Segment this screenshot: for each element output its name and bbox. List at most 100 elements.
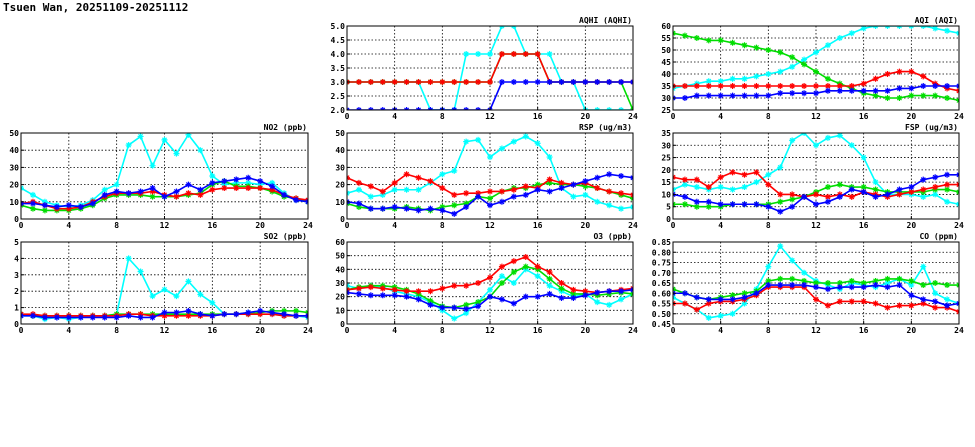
data-point — [920, 186, 927, 193]
data-point — [594, 299, 601, 306]
y-tick-label: 3 — [14, 271, 19, 280]
data-point — [777, 208, 784, 215]
data-point — [451, 315, 458, 322]
data-point — [137, 268, 144, 275]
data-point — [427, 178, 434, 185]
data-point — [693, 198, 700, 205]
data-point — [908, 302, 915, 309]
data-point — [606, 171, 613, 178]
data-point — [944, 27, 951, 34]
y-tick-label: 4.0 — [331, 50, 346, 59]
data-point — [582, 191, 589, 198]
x-tick-label: 8 — [440, 112, 445, 121]
y-tick-label: 5 — [666, 203, 671, 212]
data-point — [681, 300, 688, 307]
series-a — [347, 133, 633, 212]
data-point — [487, 274, 493, 281]
data-point — [896, 282, 903, 289]
no2-chart: 0 4 8 12 16 20 24 0 10 20 30 40 50 NO2 (ppb) — [9, 123, 313, 230]
data-point — [860, 188, 867, 195]
data-point — [741, 300, 748, 307]
data-point — [717, 78, 724, 85]
data-point — [693, 176, 700, 183]
series-d — [673, 83, 959, 101]
data-point — [487, 293, 493, 300]
data-point — [451, 210, 458, 217]
data-point — [813, 296, 819, 303]
data-point — [594, 198, 601, 205]
data-point — [848, 87, 855, 94]
data-point — [765, 181, 772, 188]
data-point — [463, 282, 470, 289]
data-point — [860, 298, 867, 305]
data-point — [717, 201, 724, 208]
y-tick-label: 20 — [335, 181, 345, 190]
data-point — [693, 203, 700, 210]
data-point — [932, 298, 939, 305]
data-point — [884, 304, 891, 311]
data-point — [522, 79, 529, 85]
data-point — [209, 299, 216, 306]
data-point — [403, 79, 410, 85]
data-point — [379, 285, 386, 292]
data-point — [149, 162, 156, 169]
data-point — [534, 51, 541, 57]
data-point — [510, 193, 517, 200]
data-point — [113, 188, 120, 195]
data-point — [705, 184, 712, 191]
data-point — [391, 203, 398, 210]
x-tick-label: 16 — [859, 221, 869, 230]
data-point — [355, 290, 362, 297]
y-tick-label: 0 — [340, 320, 345, 329]
data-point — [848, 186, 855, 193]
data-point — [173, 150, 180, 157]
data-point — [522, 51, 529, 57]
y-tick-label: 20 — [335, 293, 345, 302]
data-point — [860, 284, 867, 291]
data-point — [245, 185, 252, 192]
y-tick-label: 10 — [661, 190, 671, 199]
data-point — [487, 154, 493, 161]
data-point — [498, 296, 505, 303]
data-point — [522, 254, 529, 261]
data-point — [546, 51, 553, 57]
data-point — [185, 190, 192, 197]
data-point — [570, 286, 577, 293]
data-point — [137, 311, 144, 318]
data-point — [546, 275, 553, 282]
data-point — [257, 307, 264, 314]
data-point — [355, 285, 362, 292]
data-point — [729, 310, 736, 317]
data-point — [355, 186, 362, 193]
data-point — [932, 26, 939, 32]
data-point — [161, 136, 168, 143]
data-point — [510, 186, 517, 193]
data-point — [693, 184, 700, 191]
data-point — [618, 288, 625, 295]
data-point — [161, 286, 168, 293]
data-point — [451, 282, 458, 289]
data-point — [681, 181, 688, 188]
data-point — [789, 54, 796, 61]
data-point — [824, 286, 831, 293]
x-tick-label: 24 — [303, 326, 313, 335]
data-point — [463, 310, 470, 317]
y-tick-label: 40 — [335, 265, 345, 274]
data-point — [944, 186, 951, 193]
data-point — [113, 314, 120, 321]
data-point — [836, 87, 843, 94]
data-point — [197, 311, 204, 318]
data-point — [932, 92, 939, 99]
data-point — [209, 312, 216, 319]
y-tick-label: 10 — [9, 198, 19, 207]
data-point — [415, 186, 422, 193]
data-point — [522, 183, 529, 190]
data-point — [920, 193, 927, 200]
data-point — [777, 282, 784, 289]
series-d — [347, 79, 633, 110]
data-point — [884, 280, 891, 286]
data-point — [415, 174, 422, 181]
chart-title: AQI (AQI) — [915, 16, 958, 25]
x-tick-label: 0 — [671, 221, 676, 230]
